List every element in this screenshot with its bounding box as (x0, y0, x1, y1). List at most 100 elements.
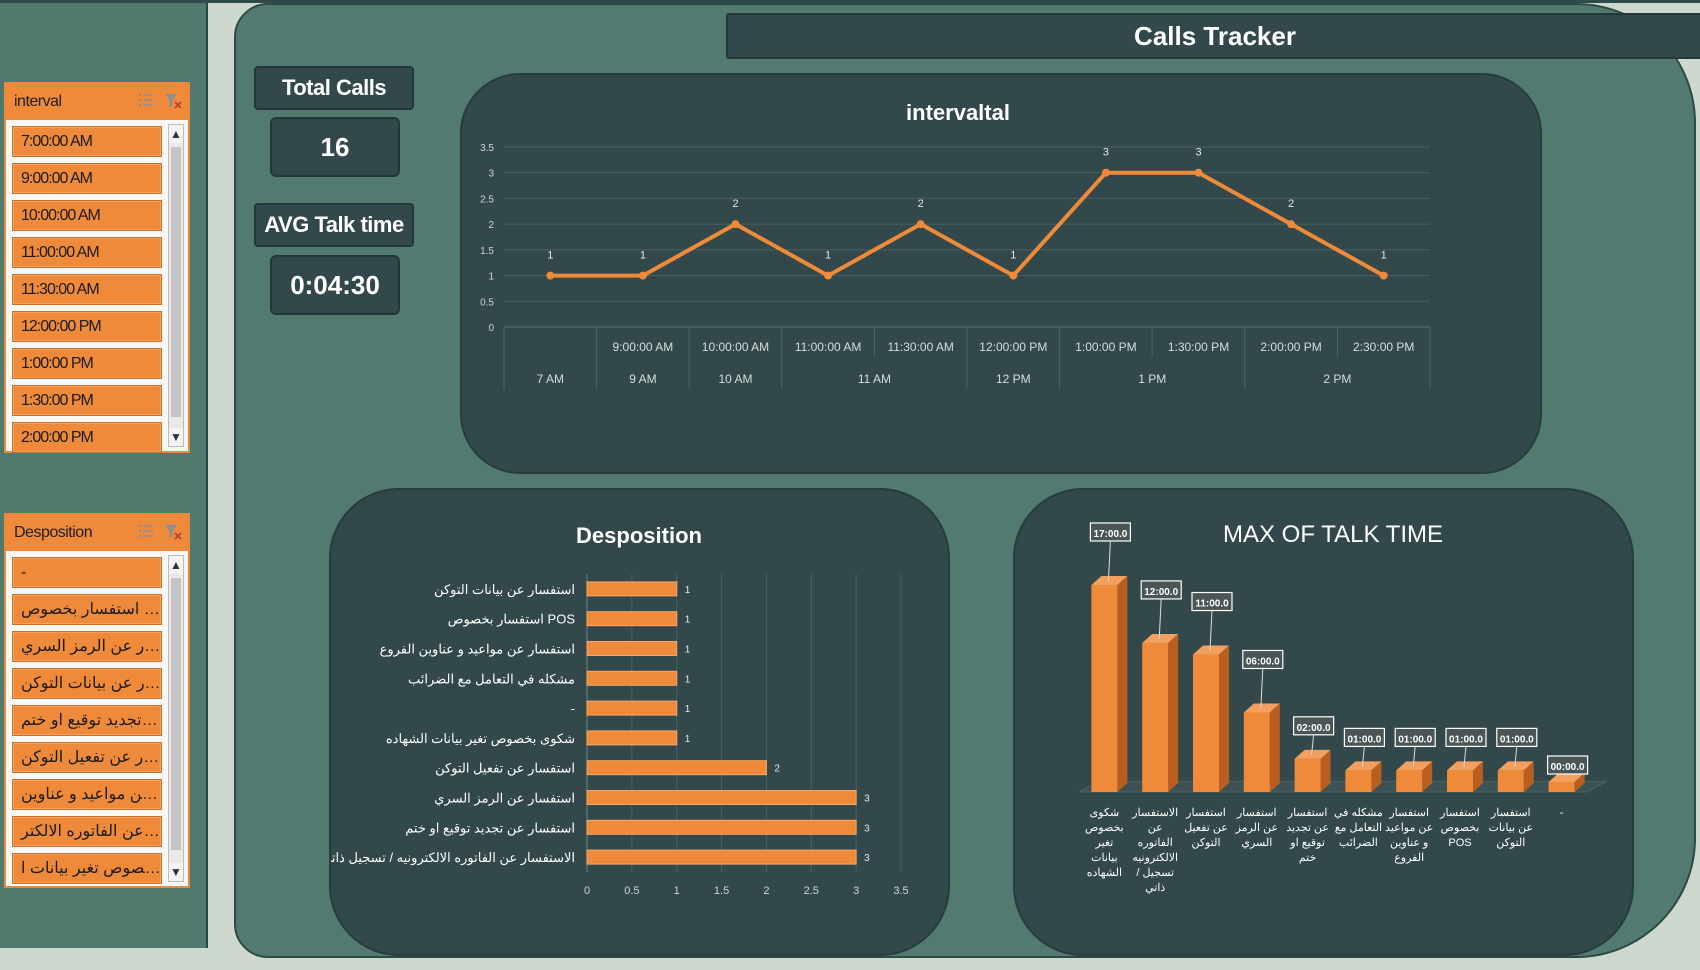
page-title: Calls Tracker (726, 13, 1700, 59)
data-label: 1 (685, 645, 691, 656)
slicer-item[interactable]: 1:00:00 PM (12, 348, 162, 379)
desposition-slicer-list: - استفسار بخصوص POS استفسار عن الرمز السري… (12, 557, 162, 890)
interval-scrollbar[interactable]: ▲ ▼ (168, 124, 184, 447)
category-label: عن الرمز (1235, 822, 1278, 834)
y-tick-label: 1 (488, 272, 494, 283)
slicer-item[interactable]: 1:30:00 PM (12, 385, 162, 416)
slicer-item[interactable]: 10:00:00 AM (12, 200, 162, 231)
bar-side (1574, 773, 1585, 792)
category-label: ختم (1299, 852, 1316, 864)
x-tick-label: 9:00:00 AM (613, 340, 674, 354)
data-label: 1 (1010, 250, 1016, 262)
scroll-down-icon[interactable]: ▼ (169, 428, 183, 446)
data-label: 3 (1195, 147, 1201, 159)
slicer-item[interactable]: 7:00:00 AM (12, 126, 162, 157)
avg-talk-value: 0:04:30 (270, 255, 400, 315)
slicer-item[interactable]: 11:00:00 AM (12, 237, 162, 268)
category-label: استفسار بخصوص POS (448, 612, 576, 628)
scroll-up-icon[interactable]: ▲ (169, 556, 183, 574)
data-label: 3 (1103, 147, 1109, 159)
data-label: 3 (864, 823, 870, 834)
x-tick-label: 1:30:00 PM (1168, 340, 1229, 354)
x-tick-label: 0.5 (624, 885, 639, 897)
slicer-item[interactable]: 2:00:00 PM (12, 422, 162, 453)
group-label: 7 AM (537, 372, 564, 386)
data-label: 1 (685, 674, 691, 685)
interval-slicer-title: interval (14, 93, 62, 110)
slicer-item[interactable]: - (12, 557, 162, 588)
data-label: 1 (685, 585, 691, 596)
x-tick-label: 0 (584, 885, 590, 897)
category-label: بيانات (1091, 852, 1118, 864)
slicer-item[interactable]: استفسار عن بيانات التوكن (12, 668, 162, 699)
multiselect-icon[interactable] (138, 523, 154, 544)
x-tick-label: 2 (763, 885, 769, 897)
slicer-item[interactable]: استفسار عن مواعيد و عناوين ... (12, 779, 162, 810)
interval-slicer: interval 7:00:00 AM 9:00:00 AM 10:00:00 AM… (4, 82, 190, 453)
data-label: 2 (918, 198, 924, 210)
category-label: الفروع (1394, 852, 1424, 864)
category-label: الشهاده (1087, 867, 1122, 879)
category-label: عن مواعيد (1385, 822, 1433, 834)
bar-top (1447, 761, 1483, 771)
y-tick-label: 2 (488, 220, 494, 231)
scroll-thumb[interactable] (171, 578, 181, 850)
data-point (824, 271, 833, 280)
category-label: استفسار (1388, 807, 1429, 819)
data-label: 1 (685, 704, 691, 715)
scroll-up-icon[interactable]: ▲ (169, 125, 183, 143)
data-label: 2 (732, 198, 738, 210)
bar (586, 760, 767, 776)
slicer-item[interactable]: استفسار عن الرمز السري (12, 631, 162, 662)
data-label: 11:00.0 (1195, 599, 1229, 610)
data-point (638, 271, 647, 280)
desposition-slicer-header: Desposition (6, 515, 188, 551)
group-label: 9 AM (629, 372, 656, 386)
category-label: استفسار (1490, 807, 1531, 819)
data-label: 01:00.0 (1398, 734, 1432, 745)
slicer-item[interactable]: استفسار عن تفعيل التوكن (12, 742, 162, 773)
label-leader (1412, 746, 1416, 767)
desposition-scrollbar[interactable]: ▲ ▼ (168, 555, 184, 882)
category-label: الضرائب (1339, 837, 1378, 849)
data-label: 1 (685, 615, 691, 626)
interval-line-chart: intervaltal 0 0.5 1 1.5 2 2.5 3 3.5 9:00:00 AM 10:… (480, 100, 1431, 389)
category-label: بخصوص (1085, 822, 1124, 834)
slicer-item[interactable]: شكوى بخصوص تغير بيانات ا... (12, 853, 162, 884)
slicer-item[interactable]: 12:00:00 PM (12, 311, 162, 342)
slicer-item[interactable]: 9:00:00 AM (12, 163, 162, 194)
multiselect-icon[interactable] (138, 92, 154, 113)
y-tick-label: 3 (488, 169, 494, 180)
category-label: استفسار عن الرمز السري (434, 791, 575, 807)
y-tick-label: 3.5 (480, 143, 494, 154)
slicer-item[interactable]: الاستفسار عن الفاتوره الالكتر... (12, 816, 162, 847)
category-label: الالكترونيه (1132, 852, 1178, 864)
bar (586, 790, 857, 805)
data-label: 06:00.0 (1246, 656, 1280, 667)
y-tick-label: 0 (488, 323, 494, 334)
data-label: 2 (1288, 198, 1294, 210)
label-leader (1107, 540, 1111, 582)
label-leader (1158, 598, 1162, 639)
clear-filter-icon[interactable] (164, 92, 182, 113)
x-tick-label: 2:30:00 PM (1353, 340, 1414, 354)
data-label: 02:00.0 (1297, 723, 1331, 734)
interval-slicer-list: 7:00:00 AM 9:00:00 AM 10:00:00 AM 11:00:00 … (12, 126, 162, 459)
data-label: 3 (864, 794, 870, 805)
category-label: مشكله في التعامل مع الضرائب (408, 671, 575, 687)
interval-chart-card: intervaltal 0 0.5 1 1.5 2 2.5 3 3.5 9:00:00 AM 10:… (460, 73, 1542, 474)
slicer-item[interactable]: استفسار عن تجديد توقيع او ختم (12, 705, 162, 736)
scroll-thumb[interactable] (171, 147, 181, 417)
slicer-item[interactable]: استفسار بخصوص POS (12, 594, 162, 625)
scroll-down-icon[interactable]: ▼ (169, 863, 183, 881)
category-label: استفسار عن تجديد توقيع او ختم (405, 820, 575, 836)
slicer-item[interactable]: 11:30:00 AM (12, 274, 162, 305)
bar-top (1294, 749, 1331, 759)
category-label: و عناوين (1390, 837, 1428, 849)
data-label-box (1242, 649, 1284, 670)
clear-filter-icon[interactable] (164, 523, 182, 544)
bar-side (1117, 576, 1128, 792)
x-tick-label: 2.5 (804, 885, 819, 897)
data-label: 1 (1381, 250, 1387, 262)
category-label: عن بيانات (1489, 822, 1534, 834)
